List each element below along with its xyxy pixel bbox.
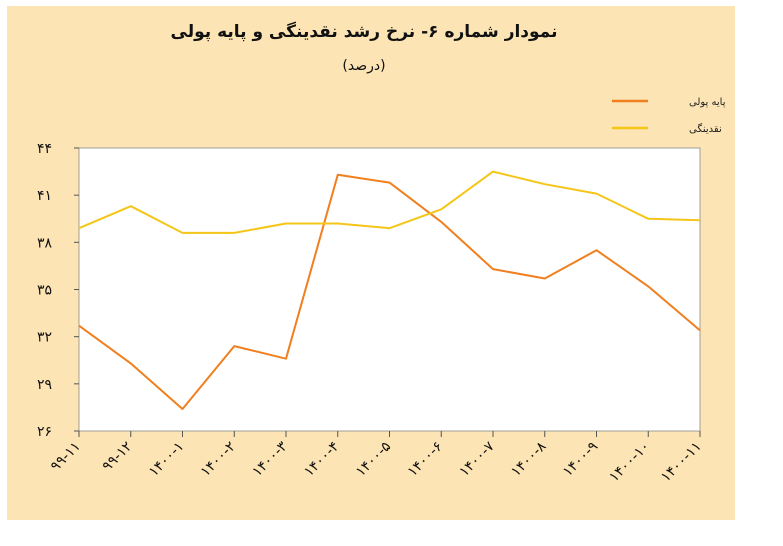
y-tick-label: ۳۲	[37, 330, 52, 346]
x-tick-label: ۱۴۰۰-۵	[353, 439, 394, 480]
y-tick-label: ۳۸	[37, 235, 53, 251]
x-tick-label: ۱۴۰۰-۷	[456, 438, 498, 480]
chart-title: نمودار شماره ۶- نرخ رشد نقدینگی و پایه پ…	[170, 22, 558, 42]
series-line-liquidity	[78, 170, 701, 234]
series-layer	[78, 170, 701, 410]
y-tick-label: ۲۶	[37, 424, 52, 440]
x-tick-label: ۹۹-۱۲	[99, 439, 135, 475]
y-tick-label: ۴۱	[37, 188, 52, 204]
y-tick-label: ۲۹	[37, 377, 52, 393]
x-tick-label: ۱۴۰۰-۱۰	[606, 439, 653, 486]
x-tick-label: ۱۴۰۰-۴	[301, 439, 342, 480]
x-tick-label: ۱۴۰۰-۲	[198, 439, 239, 480]
legend-label: نقدینگی	[689, 123, 722, 135]
legend: پایه پولی نقدینگی	[612, 97, 726, 135]
x-tick-label: ۱۴۰۰-۸	[508, 438, 550, 480]
x-tick-label: ۱۴۰۰-۹	[560, 439, 601, 480]
chart-subtitle: (درصد)	[342, 58, 386, 74]
x-tick-label: ۱۴۰۰-۶	[405, 439, 446, 480]
y-tick-label: ۴۴	[37, 141, 52, 157]
x-tick-label: ۱۴۰۰-۱	[146, 439, 187, 480]
x-tick-label: ۱۴۰۰-۱۱	[658, 439, 705, 486]
x-tick-label: ۹۹-۱۱	[48, 439, 84, 475]
plot-area	[78, 147, 701, 432]
series-line-base-money	[78, 173, 701, 410]
legend-label: پایه پولی	[689, 97, 726, 108]
y-tick-label: ۳۵	[37, 283, 52, 299]
x-tick-label: ۱۴۰۰-۳	[249, 438, 291, 480]
